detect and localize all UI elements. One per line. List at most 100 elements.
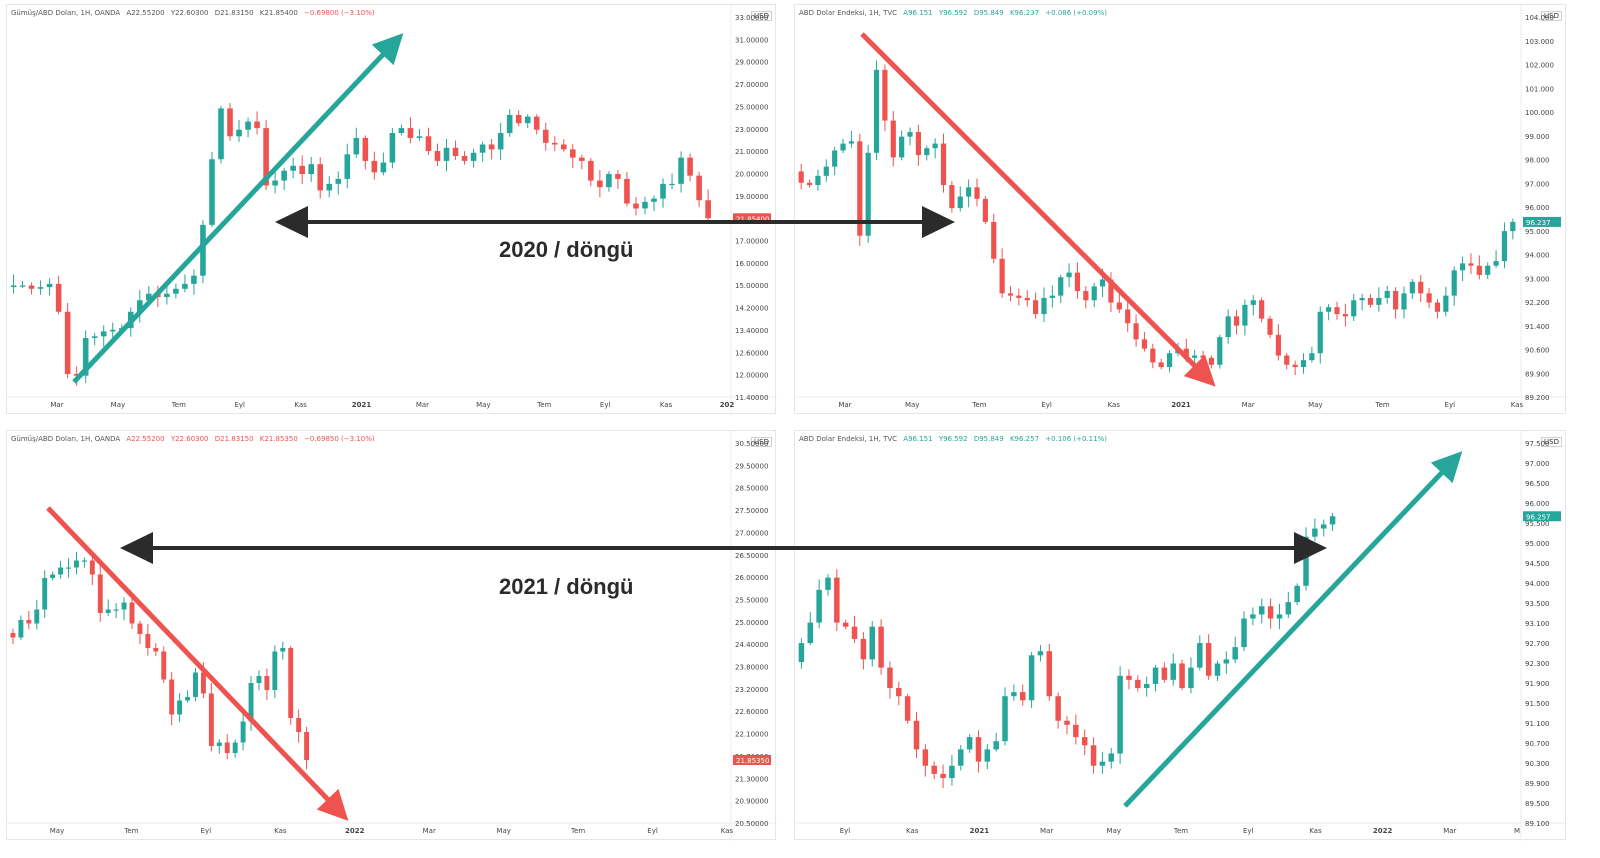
candle-body bbox=[66, 567, 71, 569]
candle-body bbox=[1175, 348, 1181, 354]
candle-body bbox=[1384, 291, 1390, 298]
y-tick-label: 104.000 bbox=[1525, 14, 1554, 22]
candle-body bbox=[904, 696, 911, 721]
y-tick-label: 92.200 bbox=[1525, 299, 1550, 307]
x-tick-label: Tem bbox=[171, 401, 186, 409]
x-tick-label: Tem bbox=[123, 827, 138, 835]
candle-body bbox=[1208, 357, 1215, 365]
candle-body bbox=[146, 293, 152, 301]
unit-badge[interactable]: USD bbox=[751, 11, 772, 21]
x-tick-label: 2021 bbox=[1171, 401, 1191, 409]
candle-body bbox=[1309, 353, 1315, 361]
x-tick-label: Eyl bbox=[840, 827, 851, 835]
candle-body bbox=[687, 157, 693, 176]
candle-body bbox=[1170, 663, 1176, 680]
ohlc-change: −0.69800 (−3.10%) bbox=[304, 9, 375, 17]
x-tick-label: Eyl bbox=[1445, 401, 1456, 409]
candle-body bbox=[281, 170, 287, 181]
y-tick-label: 30.50000 bbox=[735, 440, 768, 448]
x-tick-label: Eyl bbox=[234, 401, 245, 409]
candle-body bbox=[208, 693, 214, 746]
candle-body bbox=[1007, 293, 1014, 296]
y-tick-label: 94.000 bbox=[1525, 580, 1550, 588]
candle-body bbox=[1037, 651, 1044, 656]
candle-body bbox=[82, 337, 89, 376]
y-tick-label: 23.20000 bbox=[735, 686, 768, 694]
candle-body bbox=[1267, 318, 1273, 335]
candle-body bbox=[100, 331, 107, 337]
candle-body bbox=[966, 187, 972, 197]
y-tick-label: 29.50000 bbox=[735, 462, 768, 470]
y-tick-label: 91.100 bbox=[1525, 720, 1550, 728]
x-tick-label: Tem bbox=[1374, 401, 1389, 409]
last-price-badge bbox=[1523, 511, 1561, 522]
candle-body bbox=[851, 626, 858, 639]
y-tick-label: 95.000 bbox=[1525, 228, 1550, 236]
y-tick-label: 94.000 bbox=[1525, 252, 1550, 260]
y-tick-label: 92.300 bbox=[1525, 660, 1550, 668]
candle-body bbox=[878, 626, 884, 668]
candle-body bbox=[825, 577, 831, 590]
y-tick-label: 21.00000 bbox=[735, 148, 768, 156]
y-tick-label: 26.50000 bbox=[735, 552, 768, 560]
candle-body bbox=[1242, 304, 1248, 326]
candle-body bbox=[488, 144, 495, 150]
candle-body bbox=[1108, 753, 1115, 762]
unit-badge[interactable]: USD bbox=[1541, 437, 1562, 447]
x-tick-label: Kas bbox=[1511, 401, 1524, 409]
candle-body bbox=[1192, 355, 1198, 358]
y-tick-label: 91.900 bbox=[1525, 680, 1550, 688]
candle-body bbox=[18, 620, 24, 638]
y-tick-label: 96.000 bbox=[1525, 500, 1550, 508]
ohlc-open: A96.151 bbox=[903, 9, 933, 17]
last-price-badge bbox=[733, 213, 771, 224]
candle-body bbox=[64, 311, 71, 375]
chart-dxy-2020: ABD Dolar Endeksi, 1H, TVC A96.151 Y96.5… bbox=[794, 4, 1567, 415]
x-tick-label: Eyl bbox=[201, 827, 212, 835]
unit-badge[interactable]: USD bbox=[751, 437, 772, 447]
candle-body bbox=[890, 120, 896, 158]
candle-body bbox=[177, 700, 183, 715]
candle-body bbox=[1055, 696, 1061, 721]
candle-body bbox=[81, 560, 87, 562]
y-tick-label: 89.100 bbox=[1525, 820, 1550, 828]
candle-body bbox=[669, 183, 675, 186]
candle-body bbox=[161, 651, 167, 680]
ohlc-close: K21.85350 bbox=[259, 435, 298, 443]
candle-body bbox=[506, 114, 513, 134]
candle-body bbox=[1401, 293, 1407, 310]
x-tick-label: 2022 bbox=[345, 827, 365, 835]
candle-body bbox=[425, 136, 432, 152]
y-tick-label: 103.000 bbox=[1525, 38, 1554, 46]
y-tick-label: 97.500 bbox=[1525, 440, 1550, 448]
candle-body bbox=[993, 741, 999, 750]
candle-body bbox=[1133, 323, 1139, 340]
candle-body bbox=[1041, 297, 1047, 315]
y-tick-label: 28.50000 bbox=[735, 485, 768, 493]
x-tick-label: Mar bbox=[1040, 827, 1053, 835]
candle-body bbox=[1459, 263, 1466, 271]
x-tick-label: May bbox=[50, 827, 64, 835]
x-tick-label: Mar bbox=[1443, 827, 1456, 835]
candle-body bbox=[1166, 353, 1173, 368]
candle-body bbox=[842, 622, 849, 627]
candle-body bbox=[882, 69, 888, 121]
candle-body bbox=[193, 672, 198, 697]
y-tick-label: 15.00000 bbox=[735, 282, 768, 290]
ohlc-low: D21.83150 bbox=[214, 435, 254, 443]
candle-body bbox=[999, 258, 1005, 294]
candle-body bbox=[816, 589, 822, 623]
candle-body bbox=[991, 221, 997, 259]
candle-body bbox=[865, 152, 871, 236]
y-tick-label: 97.000 bbox=[1525, 460, 1550, 468]
candle-body bbox=[1292, 364, 1298, 368]
candle-body bbox=[913, 720, 920, 750]
candle-body bbox=[907, 132, 913, 137]
unit-badge[interactable]: USD bbox=[1541, 11, 1562, 21]
candle-body bbox=[443, 147, 450, 161]
candle-body bbox=[256, 676, 262, 683]
ohlc-high: Y22.60300 bbox=[170, 9, 209, 17]
candle-body bbox=[958, 749, 964, 766]
candle-body bbox=[308, 164, 315, 175]
x-tick-label: May bbox=[476, 401, 490, 409]
